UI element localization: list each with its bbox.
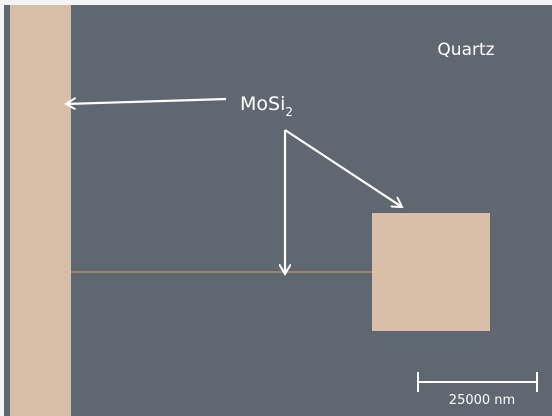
- mosi2-pad: [372, 213, 490, 331]
- quartz-substrate: [4, 5, 552, 416]
- quartz-label: Quartz: [437, 40, 494, 60]
- scale-bar-label: 25000 nm: [449, 393, 515, 408]
- mosi2-stripe: [10, 5, 71, 416]
- page: Quartz MoSi2 25000 nm (() => { const dat…: [0, 0, 552, 416]
- micrograph: Quartz MoSi2 25000 nm: [0, 0, 552, 416]
